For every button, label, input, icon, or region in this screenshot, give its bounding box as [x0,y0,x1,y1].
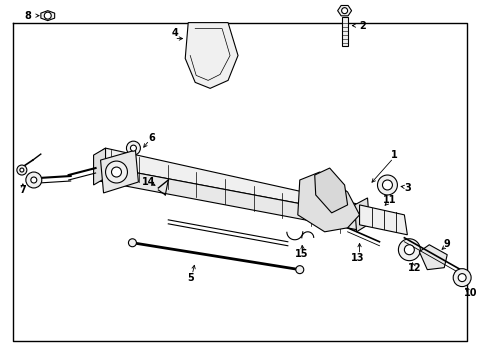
Polygon shape [341,17,347,45]
Polygon shape [354,198,369,232]
Polygon shape [93,148,105,185]
Circle shape [130,145,136,151]
Polygon shape [41,11,55,21]
Text: 1: 1 [390,150,397,160]
Text: 3: 3 [403,183,410,193]
Text: 7: 7 [20,185,26,195]
Circle shape [377,175,397,195]
Circle shape [20,168,24,172]
Polygon shape [95,148,361,215]
Circle shape [26,172,41,188]
Text: 14: 14 [142,177,155,187]
Text: 15: 15 [294,249,308,259]
Polygon shape [93,165,359,230]
Polygon shape [337,5,351,16]
Text: 8: 8 [24,11,31,21]
Circle shape [44,12,51,19]
Circle shape [126,141,140,155]
Polygon shape [101,150,138,193]
Text: 12: 12 [407,263,420,273]
Circle shape [31,177,37,183]
Text: 11: 11 [382,195,395,205]
Text: 6: 6 [148,133,154,143]
Circle shape [382,180,392,190]
Text: 4: 4 [172,28,178,37]
Circle shape [404,245,413,255]
Polygon shape [314,168,347,213]
Polygon shape [185,23,238,88]
Polygon shape [297,172,359,232]
Circle shape [457,274,465,282]
Text: 10: 10 [464,288,477,298]
Polygon shape [359,205,407,235]
Circle shape [105,161,127,183]
Text: 2: 2 [358,21,365,31]
Circle shape [128,239,136,247]
Text: 9: 9 [443,239,449,249]
Circle shape [17,165,27,175]
Circle shape [341,8,347,14]
Circle shape [398,239,420,261]
Circle shape [111,167,121,177]
Polygon shape [419,245,447,270]
Text: 5: 5 [186,273,193,283]
Circle shape [452,269,470,287]
Circle shape [295,266,303,274]
Text: 13: 13 [350,253,364,263]
